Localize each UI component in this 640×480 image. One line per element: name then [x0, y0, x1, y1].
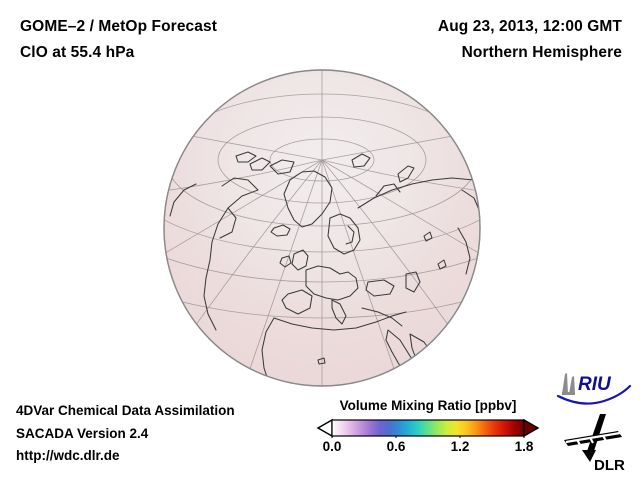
colorbar-gradient	[331, 419, 525, 437]
riu-tower-icon	[562, 373, 575, 395]
dlr-emblem-cuts	[565, 431, 621, 446]
globe-outline	[163, 69, 481, 387]
dlr-logo-svg: DLR	[564, 414, 625, 474]
colorbar-tick-labels: 0.0 0.6 1.2 1.8	[310, 439, 546, 455]
page-title: GOME–2 / MetOp Forecast	[20, 18, 217, 35]
website-url[interactable]: http://wdc.dlr.de	[16, 448, 120, 463]
riu-logo-text: RIU	[578, 374, 612, 395]
orthographic-projection-svg	[163, 69, 481, 387]
globe-map	[162, 68, 482, 388]
riu-logo: RIU	[556, 368, 632, 408]
coastlines	[169, 151, 480, 386]
colorbar-tick-3: 1.8	[514, 439, 534, 454]
colorbar-tick-1: 0.6	[386, 439, 406, 454]
colorbar-svg	[316, 418, 540, 440]
colorbar-tick-0: 0.0	[322, 439, 342, 454]
timestamp-label: Aug 23, 2013, 12:00 GMT	[437, 18, 622, 35]
colorbar-block: Volume Mixing Ratio [ppbv] 0.0 0.6 1.2 1…	[310, 398, 546, 455]
colorbar-strip	[310, 418, 546, 440]
header-left-block: GOME–2 / MetOp Forecast ClO at 55.4 hPa	[20, 14, 217, 66]
colorbar-tick-2: 1.2	[450, 439, 470, 454]
colorbar-extend-low-arrow	[316, 418, 333, 438]
riu-swoosh-icon	[556, 384, 632, 405]
dlr-logo-text: DLR	[594, 457, 625, 472]
dlr-logo: DLR	[560, 410, 632, 474]
header-right-block: Aug 23, 2013, 12:00 GMT Northern Hemisph…	[438, 14, 622, 66]
attribution-block: 4DVar Chemical Data Assimilation SACADA …	[16, 400, 235, 468]
graticule-meridians	[164, 70, 480, 386]
colorbar-extend-high-arrow	[523, 418, 540, 438]
hemisphere-label: Northern Hemisphere	[461, 44, 622, 61]
version-label: SACADA Version 2.4	[16, 425, 149, 441]
riu-logo-svg: RIU	[556, 373, 632, 405]
colorbar-title: Volume Mixing Ratio [ppbv]	[339, 398, 517, 413]
species-level-label: ClO at 55.4 hPa	[20, 44, 135, 61]
assimilation-method-label: 4DVar Chemical Data Assimilation	[16, 403, 235, 418]
